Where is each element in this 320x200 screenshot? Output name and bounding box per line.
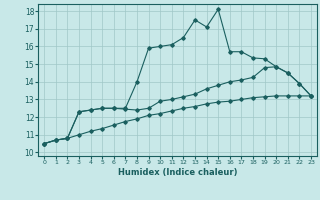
- X-axis label: Humidex (Indice chaleur): Humidex (Indice chaleur): [118, 168, 237, 177]
